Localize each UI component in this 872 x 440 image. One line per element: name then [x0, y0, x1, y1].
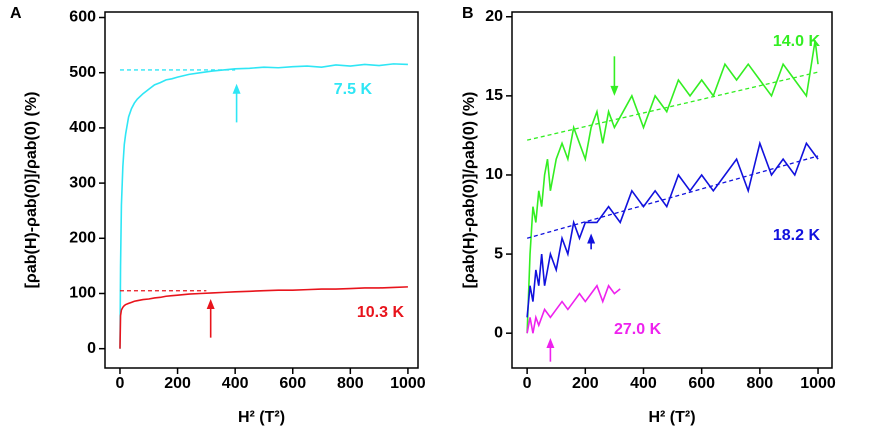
- y-tick-label: 15: [485, 87, 503, 104]
- x-axis-label: H² (T²): [648, 409, 695, 426]
- x-tick-label: 200: [164, 375, 191, 392]
- data-line: [119, 286, 408, 349]
- plot-frame: [511, 11, 833, 369]
- series-label: 14.0 K: [773, 33, 821, 50]
- y-tick-label: 100: [69, 285, 96, 302]
- x-tick-label: 800: [337, 375, 364, 392]
- data-line: [526, 40, 819, 334]
- x-tick-label: 400: [222, 375, 249, 392]
- x-tick-label: 0: [116, 375, 125, 392]
- y-axis-label: [ρab(H)-ρab(0)]/ρab(0) (%): [23, 92, 40, 289]
- y-tick-label: 0: [494, 324, 503, 341]
- arrow-head: [587, 233, 596, 244]
- data-line: [526, 140, 819, 318]
- series-label: 18.2 K: [773, 227, 821, 244]
- fit-line: [526, 155, 819, 239]
- x-tick-label: 0: [523, 375, 532, 392]
- y-tick-label: 10: [485, 166, 503, 183]
- arrow-head: [232, 83, 241, 94]
- arrow-head: [206, 299, 215, 310]
- y-tick-label: 600: [69, 9, 96, 26]
- y-tick-label: 20: [485, 8, 503, 25]
- panel-label: B: [462, 5, 474, 22]
- y-tick-label: 200: [69, 230, 96, 247]
- y-axis-label: [ρab(H)-ρab(0)]/ρab(0) (%): [461, 92, 478, 289]
- x-tick-label: 200: [572, 375, 599, 392]
- y-tick-label: 0: [87, 340, 96, 357]
- y-tick-label: 500: [69, 64, 96, 81]
- arrow-head: [610, 85, 619, 96]
- series-label: 27.0 K: [614, 321, 662, 338]
- panel-label: A: [10, 5, 22, 22]
- y-tick-label: 300: [69, 174, 96, 191]
- plot-frame: [104, 11, 419, 369]
- data-line: [119, 63, 408, 349]
- data-line: [526, 284, 621, 334]
- fit-line: [526, 71, 819, 141]
- y-tick-label: 5: [494, 245, 503, 262]
- x-tick-label: 1000: [800, 375, 836, 392]
- series-label: 7.5 K: [334, 81, 373, 98]
- x-tick-label: 600: [688, 375, 715, 392]
- y-tick-label: 400: [69, 119, 96, 136]
- x-tick-label: 800: [747, 375, 774, 392]
- x-axis-label: H² (T²): [238, 409, 285, 426]
- x-tick-label: 1000: [390, 375, 426, 392]
- series-label: 10.3 K: [357, 304, 405, 321]
- arrow-head: [546, 337, 555, 348]
- x-tick-label: 400: [630, 375, 657, 392]
- x-tick-label: 600: [279, 375, 306, 392]
